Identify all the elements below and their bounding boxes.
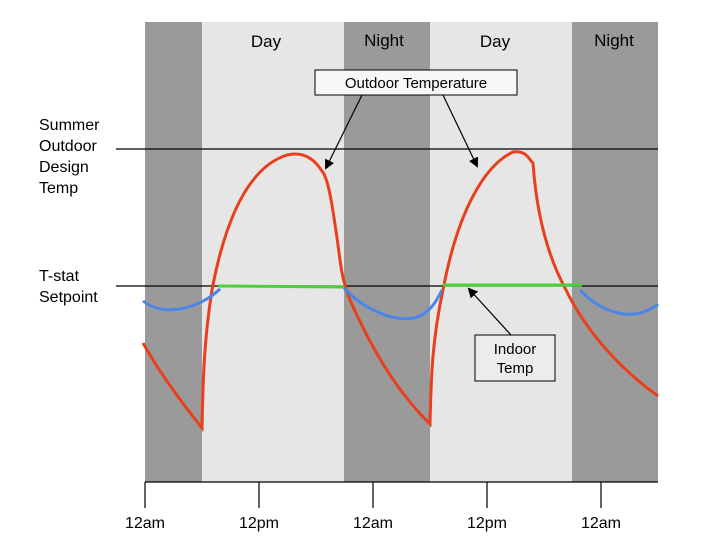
design-temp-label-line-2: Outdoor	[39, 138, 97, 155]
band-label-night-1: Night	[364, 31, 404, 50]
indoor-callout-arrow	[467, 287, 512, 336]
band-label-night-2: Night	[594, 31, 634, 50]
outdoor-temperature-callout-box	[314, 69, 518, 96]
band-label-day-1: Day	[251, 32, 282, 51]
indoor-float-curve-1	[142, 287, 222, 312]
design-temp-label-line-1: Summer	[39, 117, 100, 134]
outdoor-temperature-curve	[141, 150, 659, 433]
x-tick-label-2: 12pm	[239, 515, 279, 532]
design-temp-label-line-3: Design	[39, 159, 89, 176]
outdoor-temperature-callout-text: Outdoor Temperature	[345, 75, 487, 92]
indoor-cooling-line-1	[217, 284, 345, 289]
x-tick-label-5: 12am	[581, 515, 621, 532]
indoor-float-curve-2	[342, 286, 444, 321]
design-temp-label-line-4: Temp	[39, 180, 78, 197]
x-tick-label-1: 12am	[125, 515, 165, 532]
x-tick-label-4: 12pm	[467, 515, 507, 532]
x-tick-label-3: 12am	[353, 515, 393, 532]
band-label-day-2: Day	[480, 32, 511, 51]
setpoint-label-line-1: T-stat	[39, 268, 80, 285]
outdoor-callout-arrow-2	[442, 94, 479, 168]
setpoint-label-line-2: Setpoint	[39, 289, 98, 306]
band-night-2	[344, 22, 430, 482]
indoor-temp-callout-box	[474, 334, 556, 382]
band-day-1	[202, 22, 344, 482]
band-night-3	[572, 22, 658, 482]
outdoor-callout-arrow-1	[325, 94, 363, 170]
indoor-float-curve-3	[578, 288, 660, 316]
indoor-temp-callout-text-line-1: Indoor	[494, 341, 537, 358]
band-night-1	[145, 22, 202, 482]
indoor-temp-callout-text-line-2: Temp	[497, 360, 534, 377]
